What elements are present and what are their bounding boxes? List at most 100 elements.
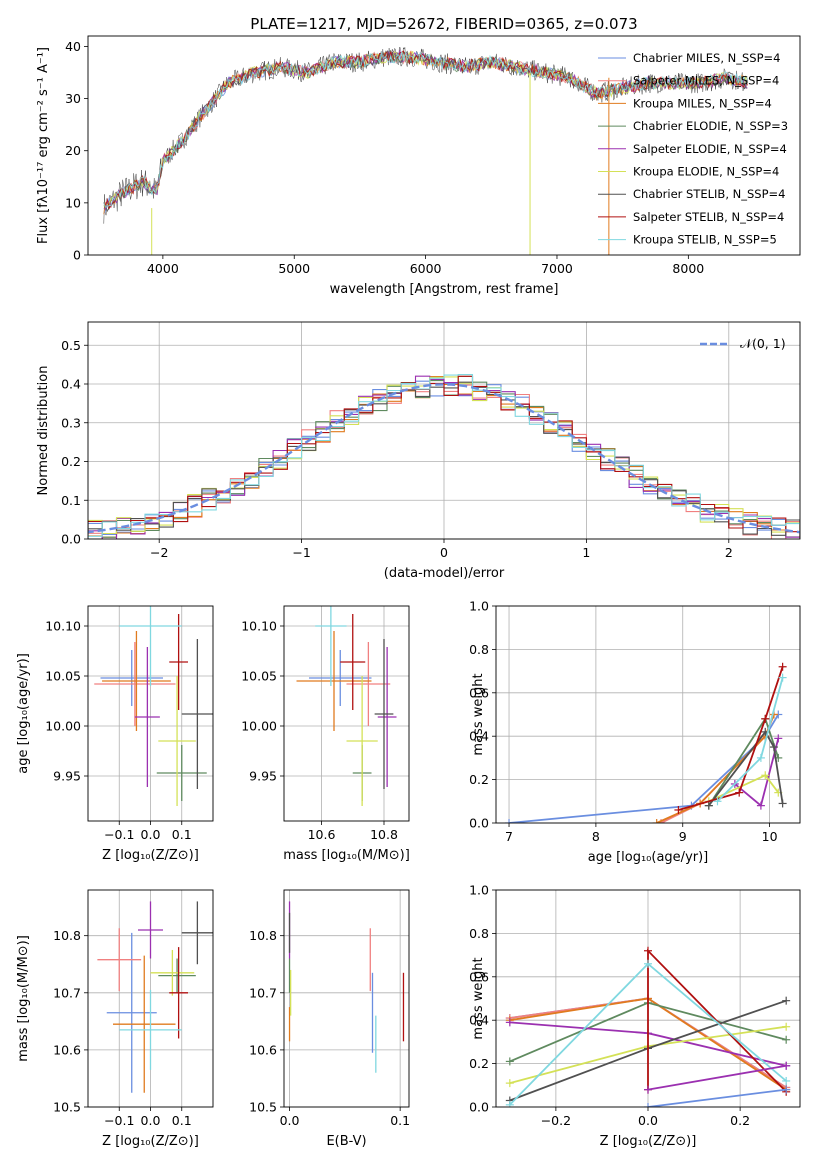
error-bar-point	[94, 642, 176, 726]
panel-spectrum: 4000 5000 6000 7000 8000 0 10 20 30 40 wavelength …	[36, 35, 801, 297]
x-tick-label: 10.6	[308, 827, 336, 842]
y-tick-label: 0.0	[469, 816, 489, 831]
x-axis-label: Z [log₁₀(Z/Z⊙)]	[102, 848, 199, 863]
x-tick-label: 8	[592, 829, 600, 844]
y-axis-label: Normed distribution	[36, 366, 51, 496]
y-tick-label: 0.6	[469, 969, 489, 984]
weight-marker	[652, 819, 661, 823]
y-axis-label: mass [log₁₀(M/M⊙)]	[16, 935, 31, 1062]
panel-age_vs_Z: −0.1 0.0 0.1 9.95 10.00 10.05 10.10 Z [log₁₀(Z/…	[16, 605, 214, 863]
y-tick-label: 30	[65, 91, 81, 106]
y-tick-label: 10.10	[45, 619, 81, 634]
error-bar-point	[158, 958, 196, 993]
weight-marker	[505, 819, 514, 823]
panel-age_vs_mass: 10.6 10.8 9.95 10.00 10.05 10.10 mass [log₁₀(M…	[241, 605, 410, 863]
weight-marker	[761, 714, 770, 723]
axes-frame	[87, 35, 801, 256]
x-tick-label: −0.1	[104, 827, 134, 842]
y-tick-label: 20	[65, 143, 81, 158]
x-tick-label: 4000	[147, 261, 179, 276]
weight-marker	[704, 801, 713, 810]
y-axis-label: Flux [fλ10⁻¹⁷ erg cm⁻² s⁻¹ A⁻¹]	[36, 47, 51, 244]
weight-line-10	[647, 1064, 787, 1091]
y-tick-label: 0	[73, 248, 81, 263]
weight-marker	[778, 799, 787, 808]
weight-marker	[782, 1022, 791, 1031]
axes-frame	[87, 321, 801, 540]
x-tick-label: 5000	[278, 261, 310, 276]
y-tick-label: 9.95	[249, 769, 277, 784]
error-bar-point	[181, 639, 213, 789]
x-axis-label: E(B-V)	[326, 1134, 366, 1149]
weight-marker	[782, 1085, 791, 1094]
legend-entry: Kroupa MILES, N_SSP=4	[633, 96, 772, 110]
error-bar-point	[134, 647, 160, 787]
legend-entry: Chabrier ELODIE, N_SSP=3	[633, 119, 788, 133]
x-axis-label: (data-model)/error	[384, 566, 505, 581]
x-tick-label: 0.1	[172, 827, 192, 842]
y-tick-label: 0.3	[61, 415, 81, 430]
axes-frame	[283, 605, 410, 822]
y-tick-label: 10	[65, 195, 81, 210]
error-bar-point	[315, 606, 347, 686]
weight-marker	[505, 1079, 514, 1088]
legend-entry: Chabrier STELIB, N_SSP=4	[633, 187, 785, 201]
weight-marker	[774, 734, 783, 743]
legend-entry: Kroupa STELIB, N_SSP=5	[633, 233, 777, 247]
weight-marker	[782, 1076, 791, 1085]
x-tick-label: 9	[679, 829, 687, 844]
error-bar-point	[309, 650, 372, 706]
y-tick-label: 0.4	[469, 1013, 489, 1028]
y-tick-label: 0.4	[61, 377, 81, 392]
y-tick-label: 0.6	[469, 685, 489, 700]
x-axis-label: mass [log₁₀(M/M⊙)]	[283, 848, 410, 863]
panel-residuals: −2 −1 0 1 2 0.0 0.1 0.2 0.3 0.4 0.5 (data-model)/er…	[36, 321, 801, 581]
error-bar-point	[169, 614, 188, 710]
plot-area-age_vs_mass	[296, 606, 397, 806]
y-tick-label: 10.00	[241, 719, 277, 734]
y-tick-label: 0.0	[469, 1100, 489, 1115]
y-tick-label: 10.7	[249, 985, 277, 1000]
weight-marker	[644, 1085, 652, 1094]
weight-marker	[505, 1100, 514, 1107]
plot-area-residuals	[88, 373, 800, 539]
x-axis-label: Z [log₁₀(Z/Z⊙)]	[102, 1134, 199, 1149]
error-bar-point	[150, 949, 195, 996]
x-tick-label: 0.0	[141, 827, 161, 842]
y-tick-label: 0.1	[61, 493, 81, 508]
axes-frame	[87, 605, 214, 822]
y-tick-label: 0.8	[469, 642, 489, 657]
chart-title: PLATE=1217, MJD=52672, FIBERID=0365, z=0…	[250, 15, 637, 33]
x-axis-label: Z [log₁₀(Z/Z⊙)]	[600, 1134, 697, 1149]
x-tick-label: 0.0	[280, 1113, 300, 1128]
weight-marker	[644, 946, 652, 955]
weight-marker	[644, 1103, 652, 1107]
error-bar-point	[119, 606, 182, 686]
x-tick-label: −2	[150, 545, 168, 560]
x-tick-label: 0.2	[730, 1113, 750, 1128]
panel-weight_vs_Z: −0.2 0.0 0.2 0.0 0.2 0.4 0.6 0.8 1.0 Z [log₁₀(Z/Z…	[469, 883, 801, 1149]
y-tick-label: 10.05	[241, 669, 277, 684]
weight-marker	[644, 959, 652, 968]
normal-curve	[88, 383, 800, 534]
weight-line-4	[734, 738, 780, 808]
y-tick-label: 0.8	[469, 926, 489, 941]
error-bar-point	[158, 676, 196, 806]
y-axis-label: mass weight	[471, 957, 486, 1039]
error-bar-point	[138, 901, 163, 959]
y-axis-label: age [log₁₀(age/yr)]	[16, 653, 31, 774]
weight-marker	[505, 1018, 514, 1027]
y-axis-label: mass weight	[471, 673, 486, 755]
error-bar-point	[340, 614, 366, 710]
weight-marker	[782, 996, 791, 1005]
x-tick-label: −1	[292, 545, 310, 560]
legend-entry: Salpeter ELODIE, N_SSP=4	[633, 142, 787, 156]
error-bar-point	[106, 932, 157, 1093]
weight-marker	[674, 805, 683, 814]
y-tick-label: 9.95	[53, 769, 81, 784]
y-tick-label: 0.2	[61, 454, 81, 469]
axes-frame	[495, 605, 801, 824]
error-bar-point	[181, 901, 213, 965]
y-tick-label: 10.7	[53, 985, 81, 1000]
